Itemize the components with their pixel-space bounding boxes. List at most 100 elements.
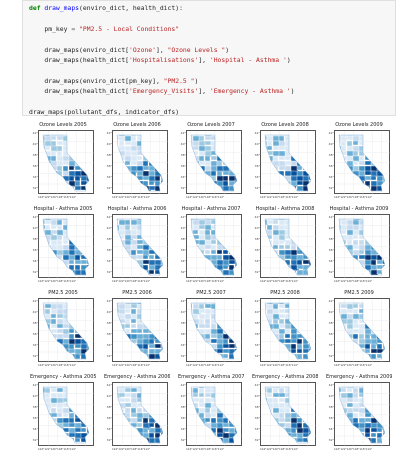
panel-title: Emergency - Asthma 2008	[252, 374, 318, 380]
county-region	[80, 303, 88, 311]
county-region	[315, 329, 317, 335]
county-region	[346, 338, 353, 347]
county-region	[290, 219, 297, 225]
county-region	[118, 269, 127, 275]
county-region	[389, 339, 391, 343]
county-region	[241, 319, 243, 326]
county-region	[210, 239, 217, 245]
county-region	[80, 259, 88, 265]
county-region	[118, 348, 128, 357]
map-panel: Emergency - Asthma 2009 42° 40° 38° 36° 34° 32…	[326, 374, 392, 456]
county-region	[167, 324, 169, 328]
county-region	[265, 303, 270, 304]
county-region	[160, 407, 163, 414]
county-region	[44, 348, 53, 355]
county-region	[191, 269, 196, 275]
county-region	[352, 160, 359, 166]
county-region	[234, 412, 237, 418]
county-region	[136, 417, 143, 423]
code-token: def	[29, 4, 45, 12]
county-region	[302, 348, 310, 354]
county-region	[198, 224, 206, 230]
county-region	[191, 407, 196, 413]
county-region	[191, 432, 195, 439]
county-region	[210, 135, 218, 136]
code-token: =	[71, 24, 76, 33]
county-region	[80, 180, 88, 186]
county-region	[228, 353, 236, 359]
california-map	[261, 215, 317, 279]
county-region	[389, 186, 391, 192]
county-region	[315, 146, 317, 152]
x-tick-labels: 124°122°120°118°116°114°	[334, 279, 373, 283]
county-region	[241, 354, 243, 358]
county-region	[302, 387, 311, 394]
county-region	[315, 423, 317, 429]
county-region	[191, 185, 194, 191]
county-region	[266, 427, 273, 435]
county-region	[192, 392, 199, 398]
county-region	[302, 135, 310, 137]
county-region	[284, 135, 291, 137]
county-region	[210, 229, 217, 236]
county-region	[192, 348, 199, 357]
county-region	[339, 422, 344, 431]
county-region	[228, 160, 237, 166]
panel-title: Hospital - Asthma 2006	[107, 206, 167, 212]
y-tick-label: 38°	[106, 405, 112, 409]
county-region	[389, 255, 391, 262]
county-region	[124, 259, 131, 268]
county-region	[68, 387, 75, 395]
county-region	[376, 412, 383, 419]
county-region	[167, 215, 169, 219]
county-region	[74, 219, 82, 226]
county-region	[339, 269, 341, 275]
county-region	[382, 229, 385, 237]
county-region	[376, 353, 384, 359]
county-region	[265, 239, 270, 245]
county-region	[93, 245, 95, 252]
county-region	[56, 180, 65, 186]
county-region	[160, 427, 163, 436]
county-region	[266, 353, 274, 359]
county-region	[68, 175, 75, 182]
county-region	[389, 418, 391, 422]
map-panel: Emergency - Asthma 2008 42° 40° 38° 36° 34° 32…	[252, 374, 318, 456]
county-region	[234, 427, 237, 436]
panel-title: Emergency - Asthma 2006	[104, 374, 170, 380]
map-panel: Ozone Levels 2007 42° 40° 38° 36° 34° 32° 124°1…	[178, 122, 244, 204]
county-region	[352, 219, 360, 226]
county-region	[191, 437, 194, 443]
county-region	[124, 135, 131, 137]
county-region	[160, 175, 163, 183]
county-region	[265, 185, 268, 191]
county-region	[154, 338, 163, 344]
county-region	[370, 303, 377, 311]
code-token: draw_maps(pollutant_dfs, indicator_dfs)	[29, 107, 180, 116]
county-region	[296, 165, 303, 171]
county-region	[315, 428, 317, 433]
county-region	[148, 318, 155, 325]
county-region	[86, 135, 89, 144]
county-region	[340, 432, 348, 438]
county-region	[315, 403, 317, 409]
county-region	[389, 270, 391, 274]
map-plot	[38, 130, 95, 195]
county-region	[265, 353, 267, 359]
county-region	[241, 230, 243, 235]
county-region	[265, 387, 268, 393]
county-region	[216, 387, 225, 396]
county-region	[228, 145, 236, 153]
county-region	[302, 303, 309, 309]
county-region	[167, 141, 169, 147]
y-tick-label: 42°	[180, 299, 186, 303]
county-region	[50, 175, 58, 181]
county-region	[364, 229, 374, 235]
x-tick-labels: 124°122°120°118°116°114°	[38, 363, 77, 367]
code-cell[interactable]: def draw_maps(enviro_dict, health_dict):…	[22, 0, 396, 116]
county-region	[302, 160, 309, 167]
county-region	[308, 328, 311, 335]
county-region	[192, 387, 200, 388]
california-map	[187, 299, 243, 363]
county-region	[389, 393, 391, 400]
